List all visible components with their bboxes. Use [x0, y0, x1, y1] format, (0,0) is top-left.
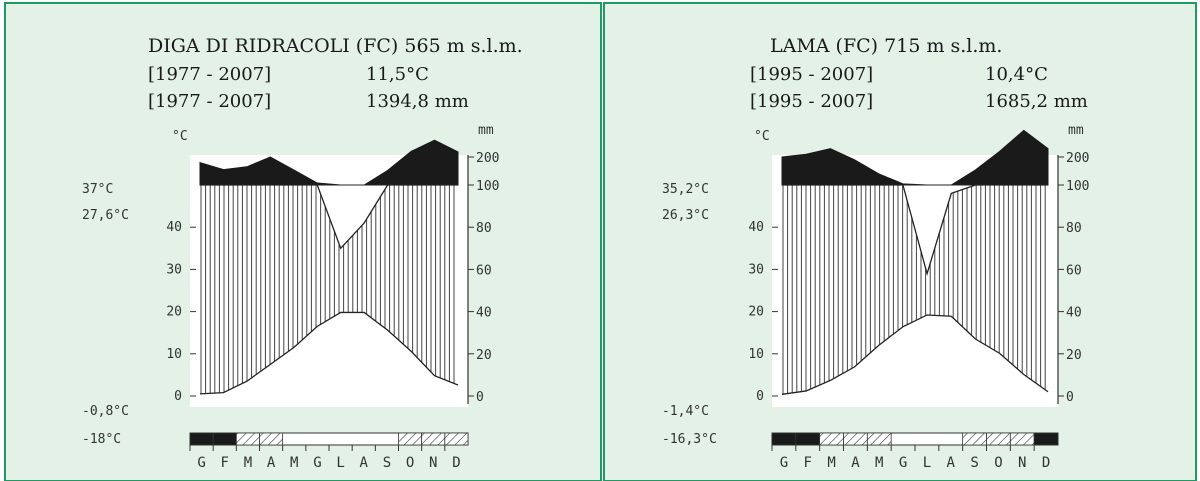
month-label: M	[290, 455, 298, 471]
frost-cell	[866, 432, 892, 446]
left-tick-label: 30	[166, 262, 182, 277]
right-tick-label: 60	[1066, 263, 1082, 278]
left-tick-label: 0	[756, 389, 764, 404]
mean-temperature: 11,5°C	[366, 64, 429, 85]
month-label: F	[804, 455, 812, 471]
right-axis-unit: mm	[478, 123, 494, 138]
period-temp: [1977 - 2007]	[148, 64, 271, 85]
frost-cell	[235, 432, 260, 446]
climate-diagram-1: DIGA DI RIDRACOLI (FC) 565 m s.l.m. [1977…	[4, 2, 602, 481]
absolute-max-temp: 37°C	[82, 182, 113, 197]
right-tick-label: 100	[1066, 179, 1089, 194]
left-tick-label: 40	[166, 220, 182, 235]
mean-min-coldest-month: -1,4°C	[662, 404, 709, 419]
month-label: S	[383, 455, 391, 471]
month-label: O	[406, 455, 414, 471]
frost-cell	[1033, 432, 1059, 446]
right-axis-unit: mm	[1068, 123, 1084, 138]
month-label: L	[336, 455, 344, 471]
month-label: G	[780, 455, 788, 471]
chart-title: LAMA (FC) 715 m s.l.m.	[770, 35, 1002, 57]
frost-cell	[843, 432, 868, 446]
temperature-line	[781, 314, 1049, 395]
right-tick-label: 40	[1066, 306, 1082, 321]
climate-diagram-2: LAMA (FC) 715 m s.l.m. [1995 - 2007] 10,4°…	[603, 2, 1197, 481]
month-label: G	[899, 455, 907, 471]
frost-cell	[259, 432, 284, 446]
month-label: G	[313, 455, 321, 471]
frost-cell	[819, 432, 844, 446]
left-axis-unit: °C	[754, 129, 770, 144]
annual-rainfall: 1685,2 mm	[985, 91, 1088, 112]
mean-temperature: 10,4°C	[985, 64, 1048, 85]
frost-cell	[444, 432, 469, 446]
annual-rainfall: 1394,8 mm	[366, 91, 469, 112]
mean-max-hottest-month: 27,6°C	[82, 208, 129, 223]
frost-cell	[795, 432, 821, 446]
left-tick-label: 0	[174, 389, 182, 404]
left-tick-label: 10	[166, 347, 182, 362]
period-rain: [1995 - 2007]	[750, 91, 873, 112]
temperature-line	[199, 311, 459, 395]
month-label: F	[221, 455, 229, 471]
frost-cell	[421, 432, 446, 446]
frost-cell	[986, 432, 1011, 446]
month-label: S	[970, 455, 978, 471]
right-tick-label: 20	[1066, 348, 1082, 363]
month-label: A	[360, 455, 369, 471]
right-tick-label: 0	[1066, 390, 1074, 405]
right-tick-label: 200	[476, 151, 499, 166]
month-label: M	[875, 455, 883, 471]
left-axis-unit: °C	[172, 129, 188, 144]
left-tick-label: 40	[748, 220, 764, 235]
frost-cell	[962, 432, 987, 446]
period-rain: [1977 - 2007]	[148, 91, 271, 112]
right-tick-label: 100	[476, 179, 499, 194]
left-tick-label: 20	[748, 305, 764, 320]
chart-title: DIGA DI RIDRACOLI (FC) 565 m s.l.m.	[148, 35, 523, 57]
absolute-min-temp: -16,3°C	[662, 432, 717, 447]
right-tick-label: 20	[476, 348, 492, 363]
right-tick-label: 60	[476, 263, 492, 278]
month-label: N	[1018, 455, 1026, 471]
month-label: M	[244, 455, 252, 471]
left-tick-label: 30	[748, 262, 764, 277]
month-label: G	[197, 455, 205, 471]
month-label: A	[947, 455, 956, 471]
month-label: L	[923, 455, 931, 471]
frost-cell	[398, 432, 423, 446]
month-label: A	[267, 455, 276, 471]
mean-max-hottest-month: 26,3°C	[662, 208, 709, 223]
right-tick-label: 80	[1066, 221, 1082, 236]
right-tick-label: 40	[476, 306, 492, 321]
month-label: D	[1042, 455, 1050, 471]
right-tick-label: 80	[476, 221, 492, 236]
month-label: D	[452, 455, 460, 471]
frost-cell	[1009, 432, 1035, 446]
month-label: M	[827, 455, 835, 471]
month-label: O	[994, 455, 1002, 471]
month-label: A	[851, 455, 860, 471]
right-tick-label: 0	[476, 390, 484, 405]
frost-cell	[212, 432, 237, 446]
mean-min-coldest-month: -0,8°C	[82, 404, 129, 419]
frost-cell	[189, 432, 214, 446]
left-tick-label: 20	[166, 305, 182, 320]
frost-cell	[771, 432, 797, 446]
left-tick-label: 10	[748, 347, 764, 362]
right-tick-label: 200	[1066, 151, 1089, 166]
absolute-max-temp: 35,2°C	[662, 182, 709, 197]
month-label: N	[429, 455, 437, 471]
absolute-min-temp: -18°C	[82, 432, 121, 447]
period-temp: [1995 - 2007]	[750, 64, 873, 85]
